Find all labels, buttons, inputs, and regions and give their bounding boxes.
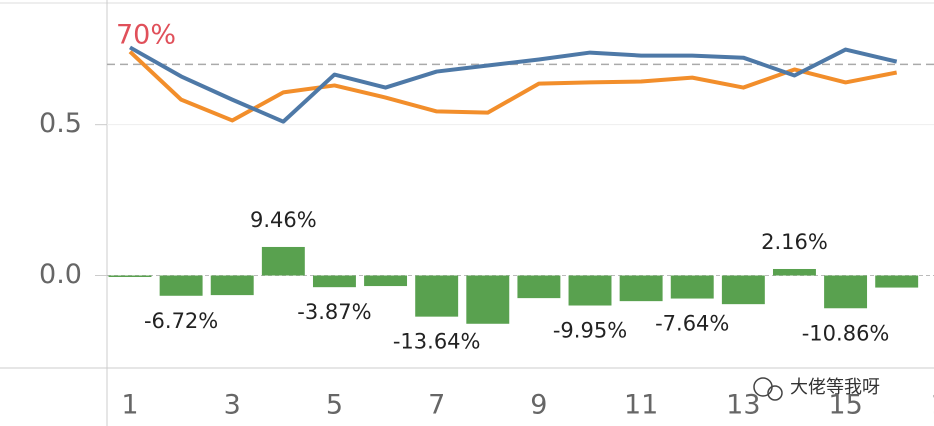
x-tick-label: 7 <box>428 390 445 421</box>
data-label: 9.46% <box>250 208 317 232</box>
x-tick-label: 17 <box>931 390 934 421</box>
x-tick-label: 9 <box>530 390 547 421</box>
bar <box>568 275 612 306</box>
line <box>129 45 898 124</box>
bar <box>364 275 408 287</box>
data-label: 2.16% <box>761 230 828 254</box>
bar <box>159 275 203 296</box>
bar <box>875 275 919 288</box>
data-label: -7.64% <box>655 312 729 336</box>
data-label: -6.72% <box>144 309 218 333</box>
bar <box>824 275 868 309</box>
data-label: -9.95% <box>553 319 627 343</box>
bar <box>466 275 510 324</box>
x-tick-label: 13 <box>726 390 760 421</box>
y-tick-label: 0.5 <box>39 108 82 139</box>
bar <box>312 275 356 288</box>
bar <box>619 275 663 302</box>
bar <box>721 275 765 305</box>
wechat-icon <box>767 385 783 401</box>
bar <box>517 275 561 299</box>
bar <box>772 268 816 276</box>
bar <box>415 275 459 317</box>
x-tick-label: 1 <box>121 390 138 421</box>
bar <box>670 275 714 299</box>
data-label: -3.87% <box>297 300 371 324</box>
data-label: -10.86% <box>802 321 890 345</box>
x-tick-label: 3 <box>224 390 241 421</box>
x-tick-label: 11 <box>624 390 658 421</box>
bar <box>261 246 305 276</box>
x-tick-label: 5 <box>326 390 343 421</box>
watermark: 大佬等我呀 <box>753 377 880 401</box>
y-tick-label: 0.0 <box>39 259 82 290</box>
bar <box>210 275 254 296</box>
data-label: -13.64% <box>393 330 481 354</box>
reference-label: 70% <box>116 20 176 51</box>
line <box>128 50 898 123</box>
watermark-text: 大佬等我呀 <box>790 377 880 398</box>
x-tick-label: 15 <box>828 390 862 421</box>
bar <box>108 275 152 278</box>
